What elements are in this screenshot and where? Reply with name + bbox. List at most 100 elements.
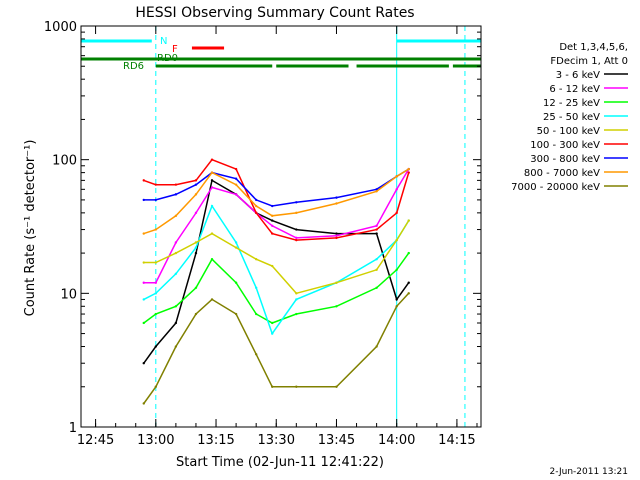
y-tick-label-3: 1000 <box>44 20 77 35</box>
series-point-7-9 <box>295 201 298 204</box>
series-point-8-7 <box>254 204 258 208</box>
series-point-8-12 <box>395 175 398 178</box>
x-axis: 12:45 13:00 13:15 13:30 13:45 14:00 14:15 <box>77 26 478 448</box>
legend-label-5: 100 - 300 keV <box>530 140 600 151</box>
series-point-7-3 <box>174 193 178 196</box>
series-point-1-3 <box>174 321 178 325</box>
series-point-9-1 <box>142 402 145 405</box>
series-point-8-6 <box>234 183 238 186</box>
series-point-2-11 <box>375 224 378 228</box>
series-group <box>142 158 410 405</box>
legend-label-7: 800 - 7000 keV <box>524 168 600 179</box>
series-point-9-7 <box>254 353 258 356</box>
series-point-8-9 <box>295 211 298 215</box>
legend-label-8: 7000 - 20000 keV <box>511 182 600 193</box>
series-point-9-12 <box>395 305 398 308</box>
legend-label-4: 50 - 100 keV <box>537 126 601 137</box>
chart-title: HESSI Observing Summary Count Rates <box>135 5 414 21</box>
series-point-8-1 <box>142 232 145 235</box>
series-point-7-4 <box>194 183 198 186</box>
series-point-2-2 <box>154 281 158 284</box>
series-point-9-9 <box>295 385 298 388</box>
series-point-3-9 <box>295 312 298 316</box>
series-point-5-4 <box>194 241 198 244</box>
series-point-1-13 <box>407 281 410 284</box>
series-point-6-4 <box>194 179 198 182</box>
series-point-3-11 <box>375 286 378 290</box>
flag-label-rd6: RD6 <box>123 61 144 72</box>
series-point-3-7 <box>254 312 258 316</box>
series-point-1-9 <box>295 228 298 231</box>
series-point-4-11 <box>375 258 378 261</box>
legend-label-3: 25 - 50 keV <box>543 112 600 123</box>
x-tick-label-4: 13:45 <box>318 433 355 448</box>
series-point-9-8 <box>271 385 274 388</box>
series-point-8-10 <box>335 202 338 205</box>
series-point-2-3 <box>174 241 178 244</box>
series-line-9 <box>143 292 410 404</box>
y-tick-label-2: 100 <box>52 154 77 169</box>
series-point-9-6 <box>234 312 238 316</box>
legend-label-2: 12 - 25 keV <box>543 98 600 109</box>
flag-label-n: N <box>160 36 167 47</box>
series-point-6-8 <box>271 232 274 235</box>
series-point-5-11 <box>375 268 378 271</box>
flag-label-rd0: RD0 <box>157 53 178 64</box>
series-point-5-12 <box>395 238 398 242</box>
x-tick-label-2: 13:15 <box>197 433 234 448</box>
series-point-4-8 <box>271 332 274 335</box>
y-axis-label: Count Rate (s⁻¹ detector⁻¹) <box>23 140 38 317</box>
series-point-6-10 <box>335 236 338 240</box>
series-point-2-10 <box>335 234 338 237</box>
x-axis-label: Start Time (02-Jun-11 12:41:22) <box>176 455 384 470</box>
series-point-5-5 <box>210 232 214 235</box>
series-point-9-13 <box>407 292 410 295</box>
series-point-7-7 <box>254 198 258 202</box>
series-point-6-1 <box>142 179 145 182</box>
series-point-2-4 <box>194 211 198 215</box>
y-tick-label-1: 10 <box>60 287 77 302</box>
series-point-8-3 <box>174 214 178 218</box>
series-point-3-1 <box>142 321 145 325</box>
series-point-9-3 <box>174 345 178 348</box>
series-point-4-6 <box>234 241 238 244</box>
series-point-2-12 <box>395 188 398 191</box>
series-point-5-7 <box>254 258 258 261</box>
series-point-7-6 <box>234 177 238 180</box>
series-point-2-6 <box>234 193 238 196</box>
x-tick-label-1: 13:00 <box>137 433 174 448</box>
series-point-7-2 <box>154 198 158 202</box>
series-point-3-10 <box>335 305 338 308</box>
series-point-5-13 <box>407 219 410 222</box>
series-point-2-1 <box>142 281 145 284</box>
series-point-2-8 <box>271 224 274 228</box>
series-point-6-11 <box>375 228 378 231</box>
series-point-6-13 <box>407 171 410 174</box>
x-tick-label-5: 14:00 <box>378 433 415 448</box>
series-point-5-3 <box>174 251 178 255</box>
series-point-5-9 <box>295 292 298 295</box>
series-point-3-2 <box>154 312 158 316</box>
series-point-6-6 <box>234 167 238 171</box>
series-point-4-9 <box>295 298 298 301</box>
series-point-5-2 <box>154 261 158 264</box>
series-point-1-11 <box>375 232 378 235</box>
series-point-8-11 <box>375 190 378 193</box>
series-point-9-5 <box>210 298 214 301</box>
series-point-3-8 <box>271 321 274 325</box>
series-point-1-12 <box>395 298 398 301</box>
flag-label-f: F <box>172 44 178 55</box>
date-stamp: 2-Jun-2011 13:21 <box>550 467 629 477</box>
series-point-4-5 <box>210 204 214 208</box>
series-point-8-13 <box>407 167 410 171</box>
series-point-1-5 <box>210 179 214 182</box>
series-point-9-2 <box>154 385 158 388</box>
series-point-3-4 <box>194 286 198 290</box>
series-point-5-10 <box>335 281 338 284</box>
series-point-7-10 <box>335 196 338 199</box>
y-axis: 1 10 100 1000 <box>44 20 481 436</box>
series-point-3-3 <box>174 305 178 308</box>
series-line-8 <box>143 168 410 235</box>
